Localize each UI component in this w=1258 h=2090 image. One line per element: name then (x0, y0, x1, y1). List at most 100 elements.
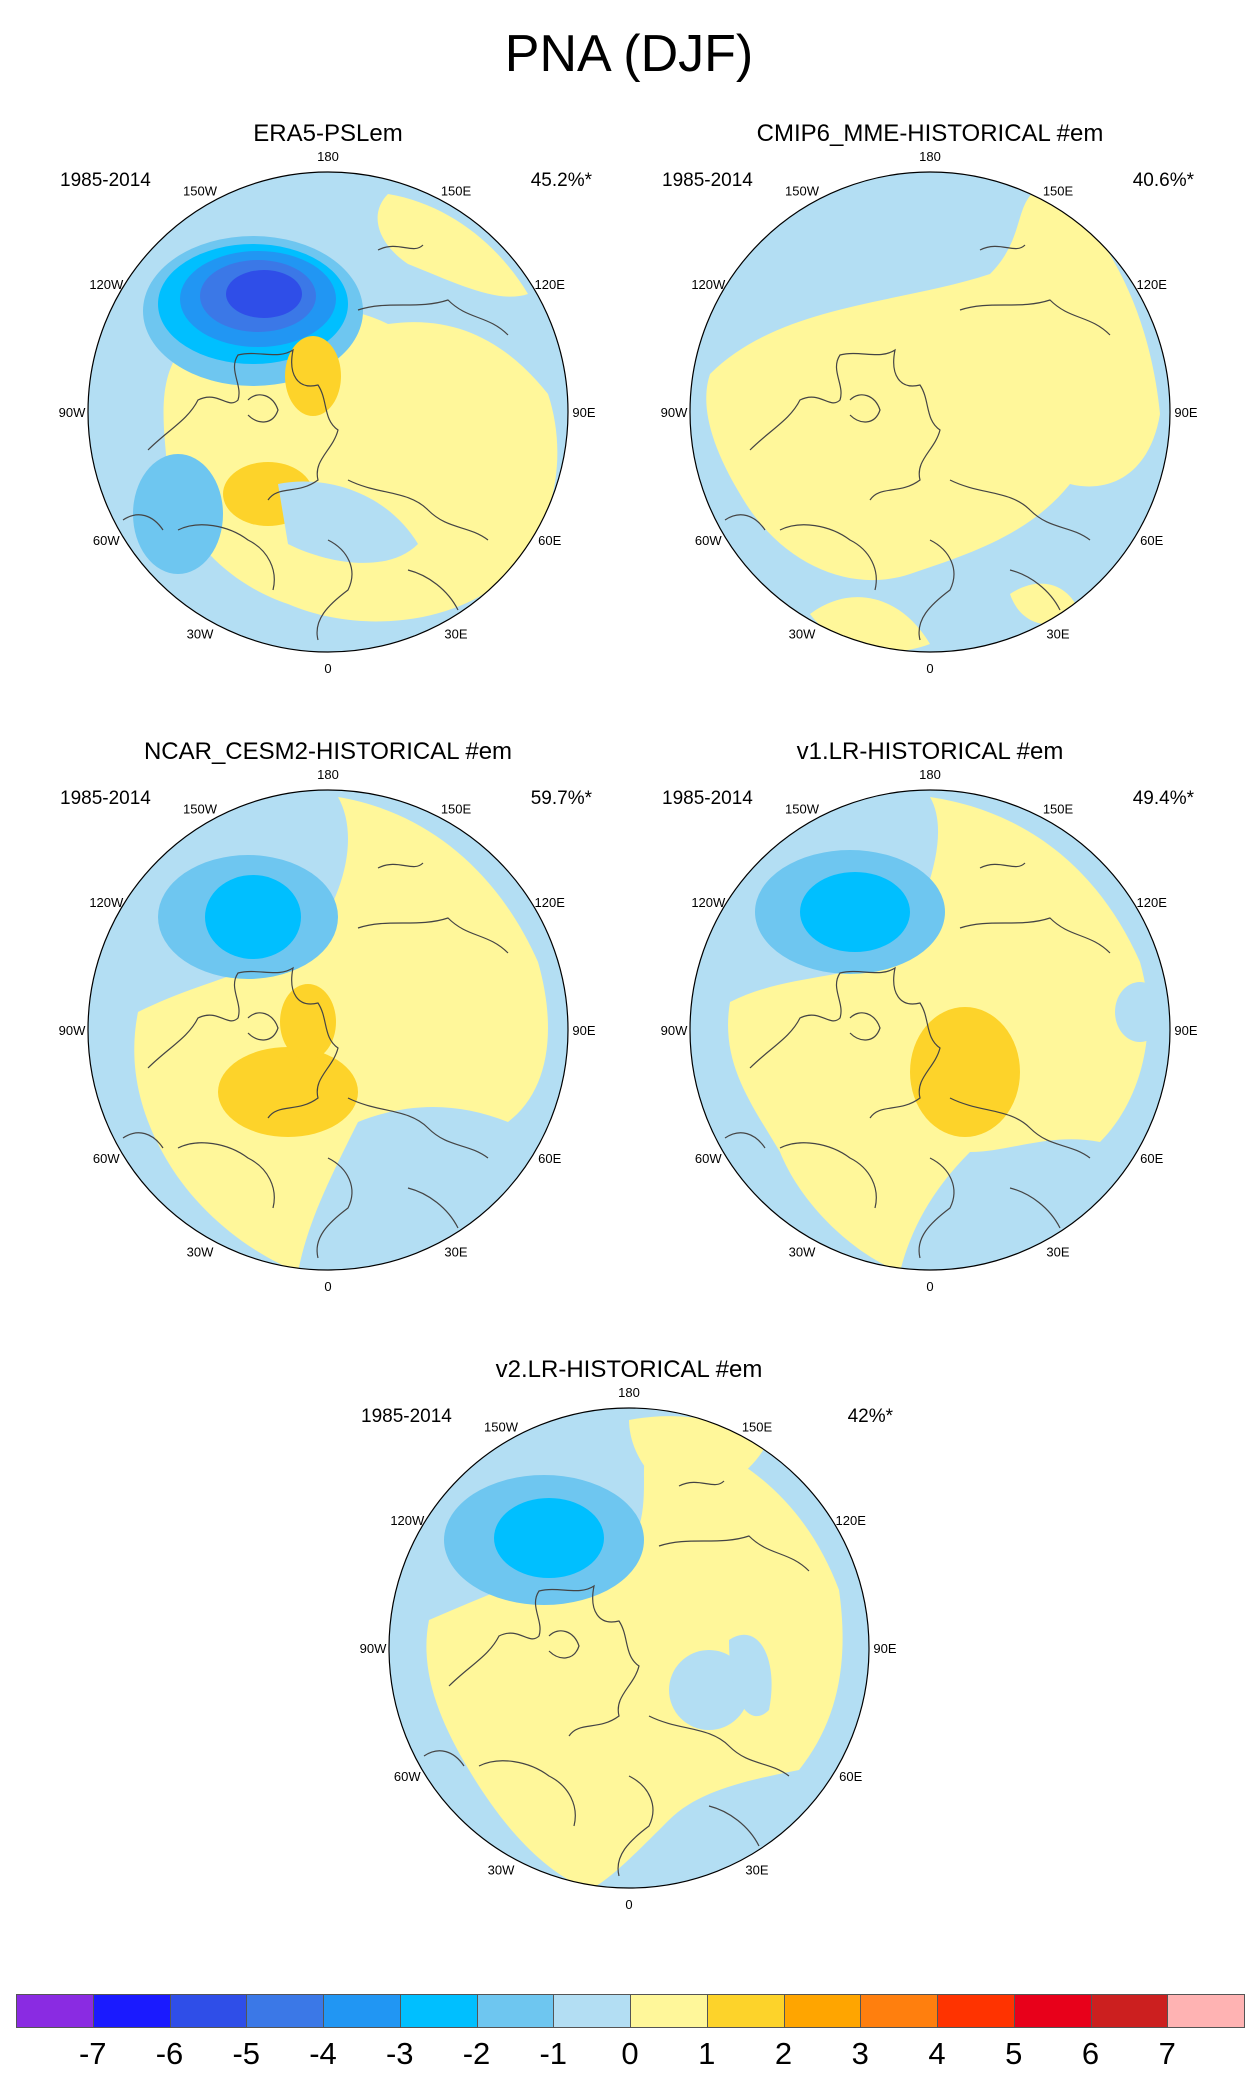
coastline (448, 1584, 640, 1737)
longitude-label: 90E (572, 405, 595, 420)
figure-title: PNA (DJF) (504, 25, 754, 83)
colorbar-label: 6 (1081, 2036, 1100, 2071)
coastline (724, 514, 766, 531)
polar-map: 180 150E 120E 90E 60E 30E 0 30W 60W 90W 120W 150W (59, 768, 596, 1294)
longitude-label: 150E (441, 183, 472, 198)
coastline (316, 539, 353, 641)
longitude-label: 60W (93, 533, 120, 548)
longitude-label: 0 (625, 1897, 632, 1912)
coastlines (423, 1480, 810, 1877)
colorbar-swatch (169, 1994, 248, 2028)
coastline (347, 479, 489, 541)
longitude-label: 180 (317, 768, 339, 782)
anomaly-contour (226, 270, 302, 318)
anomaly-contour (706, 184, 1160, 581)
colorbar-swatch (476, 1994, 555, 2028)
coastline (979, 862, 1026, 869)
longitude-label: 120W (89, 277, 124, 292)
colorbar-label: 3 (851, 2036, 869, 2071)
coastline (122, 514, 164, 531)
longitude-label: 90W (661, 1023, 688, 1038)
colorbar-label: 2 (774, 2036, 793, 2071)
colorbar (16, 1994, 1245, 2030)
panel-title: v2.LR-HISTORICAL #em (495, 1356, 763, 1383)
panel-variance: 59.7%* (530, 788, 592, 809)
longitude-label: 150W (484, 1419, 519, 1434)
colorbar-swatch (1167, 1994, 1245, 2028)
longitude-label: 150E (742, 1419, 773, 1434)
panel-period: 1985-2014 (662, 170, 753, 191)
colorbar-swatch (399, 1994, 478, 2028)
longitude-label: 120W (89, 895, 124, 910)
colorbar-swatch (783, 1994, 862, 2028)
colorbar-swatch (323, 1994, 401, 2028)
longitude-label: 150W (785, 183, 820, 198)
longitude-label: 30W (187, 627, 214, 642)
coastline (377, 244, 424, 251)
longitude-label: 0 (926, 1279, 933, 1294)
anomaly-field (690, 172, 1170, 652)
longitude-label: 120W (691, 895, 726, 910)
longitude-label: 90E (1174, 405, 1197, 420)
panel-period: 1985-2014 (60, 788, 151, 809)
longitude-label: 180 (919, 150, 941, 164)
coastline (247, 394, 279, 423)
coastlines (724, 862, 1111, 1259)
map-border (388, 1407, 870, 1889)
anomaly-field (88, 172, 568, 652)
anomaly-contour (134, 797, 548, 1270)
panel-variance: 45.2%* (530, 170, 592, 191)
colorbar-label: -6 (155, 2036, 184, 2071)
longitude-label: 150W (183, 801, 218, 816)
longitude-label: 30E (1046, 627, 1069, 642)
colorbar-label: -3 (385, 2036, 414, 2071)
polar-map: 180 150E 120E 90E 60E 30E 0 30W 60W 90W 120W 150W (661, 150, 1198, 676)
longitude-label: 90W (59, 1023, 86, 1038)
colorbar-swatch (1090, 1994, 1169, 2028)
map-border (87, 171, 569, 653)
panel-variance: 49.4%* (1132, 788, 1194, 809)
longitude-label: 120E (535, 895, 566, 910)
coastline (122, 1132, 164, 1149)
coastline (918, 1157, 955, 1259)
longitude-label: 120E (535, 277, 566, 292)
map-panel-cmip6-mme: CMIP6_MME-HISTORICAL #em 1985-2014 40.6%… (630, 120, 1230, 680)
map-border (689, 789, 1171, 1271)
longitude-label: 120W (691, 277, 726, 292)
coastline (749, 966, 941, 1119)
anomaly-contour (205, 875, 301, 959)
anomaly-contour (218, 1047, 358, 1137)
panel-period: 1985-2014 (60, 170, 151, 191)
longitude-label: 0 (324, 661, 331, 676)
longitude-label: 120E (1137, 895, 1168, 910)
longitude-label: 60E (839, 1769, 862, 1784)
longitude-label: 120E (836, 1513, 867, 1528)
coastline (548, 1630, 580, 1659)
longitude-label: 150W (183, 183, 218, 198)
coastline (779, 1142, 877, 1209)
colorbar-swatch (16, 1994, 94, 2028)
longitude-label: 0 (926, 661, 933, 676)
anomaly-contour (426, 1430, 843, 1888)
colorbar-swatch (937, 1994, 1015, 2028)
coastlines (122, 244, 509, 641)
anomaly-contour (629, 1416, 769, 1493)
coastlines (724, 244, 1111, 641)
longitude-label: 90W (661, 405, 688, 420)
colorbar-label: -4 (309, 2036, 337, 2071)
longitude-label: 150E (1043, 801, 1074, 816)
panel-period: 1985-2014 (662, 788, 753, 809)
longitude-label: 60W (695, 1151, 722, 1166)
coastline (407, 1187, 459, 1229)
panel-title: CMIP6_MME-HISTORICAL #em (756, 120, 1104, 147)
coastline (949, 1097, 1091, 1159)
coastline (979, 244, 1026, 251)
longitude-label: 60W (394, 1769, 421, 1784)
map-panel-v2-lr: v2.LR-HISTORICAL #em 1985-2014 42%* 180 1… (329, 1356, 929, 1916)
coastline (617, 1775, 654, 1877)
colorbar-label: 1 (698, 2036, 716, 2071)
anomaly-contour (800, 872, 910, 952)
panel-variance: 42%* (847, 1406, 893, 1427)
coastline (779, 524, 877, 591)
anomaly-field (690, 790, 1170, 1270)
